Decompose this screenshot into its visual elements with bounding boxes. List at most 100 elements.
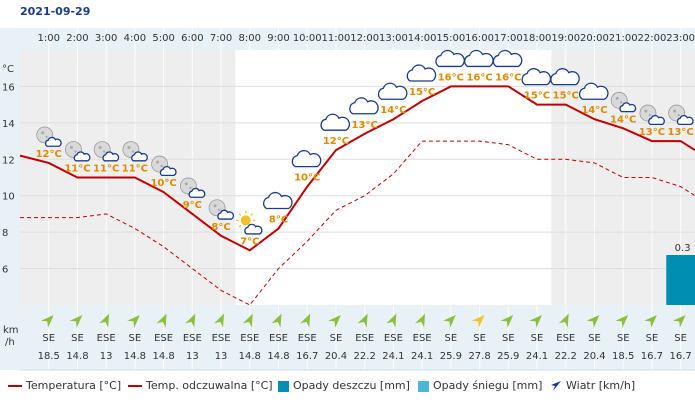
hour-label: 6:00 <box>181 33 203 44</box>
hour-label: 9:00 <box>267 33 289 44</box>
temp-label: 16°C <box>466 72 492 83</box>
wind-direction-label: SE <box>531 333 544 344</box>
cloud-icon-10 <box>320 113 351 131</box>
rain-value-label: 0.3 <box>675 243 691 254</box>
hour-label: 14:00 <box>408 33 437 44</box>
wind-speed-label: 14.8 <box>124 351 146 362</box>
hour-label: 4:00 <box>124 33 146 44</box>
wind-direction-label: ESE <box>556 333 575 344</box>
wind-speed-label: 14.8 <box>239 351 261 362</box>
wind-speed-label: 18.5 <box>38 351 60 362</box>
cloud-icon-19 <box>579 82 609 100</box>
y-axis-band <box>0 28 20 370</box>
wind-arrow-icon <box>615 315 629 328</box>
wind-direction-label: ESE <box>298 333 317 344</box>
legend-temperature: Temperatura [°C] <box>8 379 121 392</box>
wind-arrow-icon <box>672 315 686 328</box>
wind-speed-label: 25.9 <box>497 351 519 362</box>
wind-direction-label: ESE <box>97 333 116 344</box>
wind-arrow-icon <box>415 313 426 328</box>
wind-arrow-icon <box>185 313 196 328</box>
wind-direction-label: SE <box>445 333 458 344</box>
night-cloudy-icon-5 <box>179 177 206 198</box>
night-cloudy-icon-3 <box>122 141 148 162</box>
cloud-icon-8 <box>263 191 293 210</box>
wind-arrow-icon <box>558 313 569 328</box>
legend-temperature-swatch <box>8 385 22 387</box>
hour-label: 21:00 <box>609 33 638 44</box>
wind-direction-label: ESE <box>384 333 403 344</box>
temp-label: 8°C <box>269 215 288 226</box>
hour-label: 15:00 <box>436 33 465 44</box>
cloud-icon-12 <box>377 82 408 100</box>
cloud-icon-11 <box>349 97 379 115</box>
wind-direction-label: ESE <box>154 333 173 344</box>
wind-speed-label: 20.4 <box>583 351 605 362</box>
temp-label: 13°C <box>668 127 694 138</box>
hour-label: 2:00 <box>66 33 88 44</box>
night-cloudy-icon-6 <box>208 199 235 220</box>
date-label: 2021-09-29 <box>20 5 91 18</box>
wind-speed-label: 16.7 <box>641 351 663 362</box>
legend: Temperatura [°C] Temp. odczuwalna [°C] O… <box>0 376 695 400</box>
legend-rain: Opady deszczu [mm] <box>278 379 410 392</box>
legend-temperature-label: Temperatura [°C] <box>26 379 122 392</box>
cloud-icon-9 <box>291 150 322 168</box>
legend-feels-like-label: Temp. odczuwalna [°C] <box>146 379 273 392</box>
legend-wind-label: Wiatr [km/h] <box>566 379 636 392</box>
legend-snow: Opady śniegu [mm] <box>418 379 542 392</box>
wind-direction-label: SE <box>617 333 630 344</box>
legend-wind-arrow-icon <box>551 381 561 391</box>
wind-arrow-icon <box>644 315 657 328</box>
wind-direction-label: SE <box>646 333 659 344</box>
hour-label: 10:00 <box>293 33 322 44</box>
hours-band <box>20 28 695 50</box>
wind-speed-label: 14.8 <box>152 351 174 362</box>
wind-band <box>20 305 695 370</box>
temp-label: 12°C <box>36 149 62 160</box>
wind-direction-label: ESE <box>240 333 259 344</box>
wind-unit-label-2: /h <box>5 337 15 348</box>
wind-arrow-icon <box>529 315 542 328</box>
feels-like-line <box>20 140 695 306</box>
hour-label: 20:00 <box>580 33 609 44</box>
temp-label: 15°C <box>553 91 579 102</box>
temp-label: 8°C <box>211 222 230 233</box>
y-tick-label: 14 <box>2 119 15 130</box>
legend-rain-label: Opady deszczu [mm] <box>293 379 410 392</box>
wind-arrow-icon <box>242 313 253 328</box>
temp-label: 11°C <box>122 164 148 175</box>
temp-label: 12°C <box>323 136 349 147</box>
legend-rain-swatch <box>278 380 289 392</box>
legend-wind: Wiatr [km/h] <box>550 379 635 392</box>
y-tick-label: 12 <box>2 155 15 166</box>
hour-label: 3:00 <box>95 33 117 44</box>
wind-direction-label: ESE <box>413 333 432 344</box>
temp-label: 10°C <box>150 178 176 189</box>
wind-unit-label: km <box>3 325 19 336</box>
temp-label: 9°C <box>183 200 202 211</box>
wind-speed-label: 20.4 <box>325 351 347 362</box>
wind-speed-label: 24.1 <box>411 351 433 362</box>
night-cloudy-icon-1 <box>65 141 91 162</box>
hour-label: 12:00 <box>350 33 379 44</box>
wind-direction-label: SE <box>330 333 343 344</box>
legend-snow-swatch <box>418 380 429 392</box>
temp-label: 11°C <box>93 164 119 175</box>
cloud-icon-17 <box>521 68 552 86</box>
sun-cloud-icon-7 <box>236 210 263 235</box>
cloud-icon-14 <box>435 49 465 68</box>
wind-direction-label: SE <box>71 333 84 344</box>
hour-label: 7:00 <box>210 33 232 44</box>
wind-speed-label: 22.2 <box>354 351 376 362</box>
temp-label: 13°C <box>352 120 378 131</box>
wind-direction-label: ESE <box>269 333 288 344</box>
temp-label: 15°C <box>409 87 435 98</box>
night-cloudy-icon-20 <box>610 91 637 113</box>
y-unit-label: °C <box>2 64 14 75</box>
wind-arrow-icon <box>357 313 368 328</box>
hour-label: 16:00 <box>465 33 494 44</box>
y-tick-label: 8 <box>2 228 8 239</box>
rain-bar <box>666 255 695 305</box>
hour-label: 11:00 <box>322 33 351 44</box>
